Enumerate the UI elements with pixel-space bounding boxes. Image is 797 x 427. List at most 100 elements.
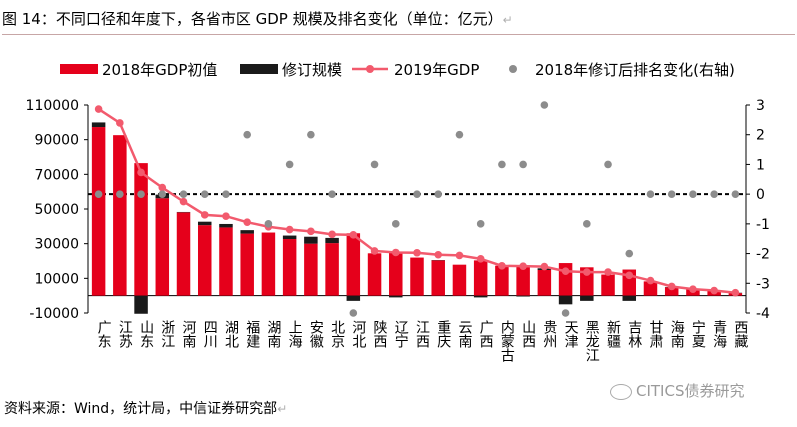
rank-change-dot	[413, 190, 421, 198]
line-2019-point	[116, 119, 124, 127]
line-2019-point	[370, 247, 379, 255]
bar-2018-initial	[473, 260, 488, 296]
bar-2018-initial	[197, 225, 212, 296]
line-2019-point	[731, 288, 740, 297]
bar-revision	[325, 237, 339, 244]
line-2019-point	[667, 282, 676, 291]
return-mark: ↵	[502, 13, 513, 27]
line-2019-point	[307, 227, 315, 236]
rank-change-dot	[370, 160, 379, 169]
bar-revision	[389, 295, 403, 298]
bar-revision	[580, 295, 594, 301]
bar-2018-initial	[304, 243, 318, 296]
rank-change-dot	[137, 190, 145, 198]
line-2019-point	[625, 271, 634, 280]
line-2019-point	[583, 268, 591, 276]
line-2019-point	[200, 211, 209, 219]
line-2019-point	[179, 197, 188, 206]
x-tick-label: 上海	[287, 320, 303, 348]
legend-swatch-rank	[509, 65, 517, 73]
bar-2018-initial	[325, 243, 339, 296]
right-tick-label: 2	[756, 128, 765, 144]
x-tick-label: 广东	[96, 320, 112, 348]
line-2019-point	[243, 218, 251, 226]
legend-label-rank: 2018年修订后排名变化(右轴)	[535, 61, 735, 79]
line-2019-point	[222, 212, 230, 221]
x-tick-label: 天津	[563, 320, 579, 348]
rank-change-dot	[561, 309, 570, 317]
right-tick-label: -4	[756, 306, 770, 322]
plot-area: -10000 10000 30000 50000 70000 90000 110000 -4 -…	[26, 98, 771, 362]
line-2019-point	[561, 267, 570, 276]
bar-revision	[91, 122, 106, 128]
bar-2018-initial	[219, 227, 233, 296]
line-2019-point	[498, 262, 506, 270]
rank-change-dot	[391, 220, 400, 228]
bar-2018-initial	[155, 198, 170, 296]
bar-revision	[219, 223, 233, 228]
line-2019-point	[349, 231, 358, 239]
bar-2018-initial	[452, 264, 467, 296]
rank-change-dot	[222, 190, 230, 198]
bar-2018-initial	[346, 233, 361, 296]
rank-change-dot	[328, 190, 336, 198]
line-2019-point	[604, 268, 612, 276]
bar-2018-initial	[516, 266, 530, 296]
rank-change-dot	[476, 220, 485, 228]
bar-2018-initial	[134, 163, 148, 296]
source-return-mark: ↵	[277, 402, 288, 416]
bar-2018-initial	[389, 251, 403, 296]
rank-change-dot	[540, 101, 549, 109]
line-2019-point	[158, 183, 167, 192]
left-tick-label: 110000	[26, 98, 79, 114]
rank-change-dot	[710, 190, 718, 198]
x-tick-label: 贵州	[541, 320, 557, 348]
line-2019-point	[285, 225, 294, 234]
bar-revision	[346, 295, 361, 301]
rank-change-dot	[625, 249, 634, 258]
right-tick-label: -2	[756, 247, 770, 263]
rank-change-dot	[285, 160, 294, 169]
line-2019-point	[455, 251, 464, 260]
x-tick-label: 重庆	[435, 320, 451, 348]
bar-2018-initial	[431, 260, 445, 296]
right-tick-label: 3	[756, 98, 765, 114]
legend-swatch-line-marker	[366, 65, 374, 73]
bar-revision	[558, 295, 573, 305]
rank-change-dot	[455, 130, 464, 139]
bar-2018-initial	[537, 270, 552, 296]
bar-revision	[282, 235, 297, 240]
rank-change-dot	[519, 160, 527, 169]
rank-change-dot	[604, 160, 612, 169]
rank-change-dot	[349, 309, 358, 317]
bar-revision	[473, 295, 488, 298]
x-tick-label: 陕西	[372, 320, 388, 348]
line-2019-point	[710, 286, 718, 295]
legend-label-revision: 修订规模	[282, 61, 342, 79]
rank-change-dot	[731, 190, 740, 198]
bar-revision	[304, 236, 318, 244]
rank-change-dot	[434, 190, 443, 198]
rank-change-dot	[158, 190, 167, 198]
left-tick-label: 70000	[34, 167, 79, 183]
legend-swatch-revision	[240, 64, 278, 74]
rank-change-dot	[116, 190, 124, 198]
x-tick-label: 黑龙江	[584, 320, 600, 362]
x-tick-label: 宁夏	[690, 319, 706, 348]
rank-change-dot	[264, 220, 273, 228]
line-2019-point	[94, 105, 103, 113]
line-2019-point	[434, 250, 443, 259]
line-2019-point	[646, 276, 655, 285]
bar-revision	[240, 230, 254, 234]
line-2019-point	[689, 285, 697, 293]
legend-label-initial: 2018年GDP初值	[102, 61, 217, 79]
bar-2018-initial	[282, 239, 297, 296]
bar-2018-initial	[261, 232, 276, 296]
line-2019-point	[328, 230, 336, 239]
rank-change-dot	[307, 130, 315, 139]
rank-change-dot	[689, 190, 697, 198]
x-tick-label: 四川	[202, 320, 218, 348]
legend-label-line: 2019年GDP	[394, 61, 479, 79]
x-tick-label: 青海	[711, 320, 727, 348]
